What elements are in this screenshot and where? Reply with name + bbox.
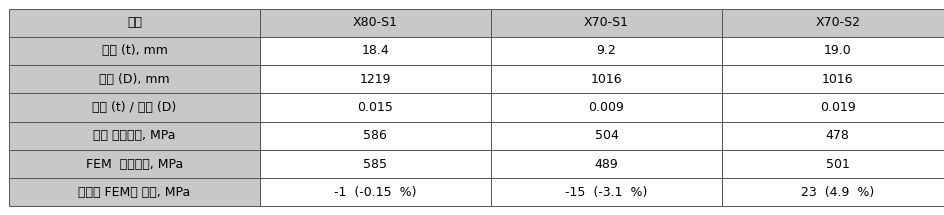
Bar bbox=[491, 93, 722, 122]
Text: -15  (-3.1  %): -15 (-3.1 %) bbox=[565, 186, 648, 199]
Bar bbox=[9, 93, 260, 122]
Bar bbox=[260, 150, 491, 178]
Bar bbox=[260, 122, 491, 150]
Text: 1219: 1219 bbox=[360, 73, 391, 86]
Text: FEM  항복응력, MPa: FEM 항복응력, MPa bbox=[86, 158, 183, 170]
Text: 18.4: 18.4 bbox=[362, 45, 389, 57]
Text: 0.009: 0.009 bbox=[588, 101, 625, 114]
Text: 478: 478 bbox=[826, 129, 850, 142]
Bar bbox=[260, 65, 491, 93]
Bar bbox=[491, 37, 722, 65]
Text: 489: 489 bbox=[595, 158, 618, 170]
Text: 501: 501 bbox=[826, 158, 850, 170]
Bar bbox=[260, 178, 491, 206]
Bar bbox=[9, 37, 260, 65]
Bar bbox=[260, 37, 491, 65]
Text: 0.015: 0.015 bbox=[357, 101, 394, 114]
Bar bbox=[491, 122, 722, 150]
Bar bbox=[722, 9, 944, 37]
Text: 실험과 FEM의 오차, MPa: 실험과 FEM의 오차, MPa bbox=[78, 186, 191, 199]
Bar bbox=[260, 93, 491, 122]
Text: 두께 (t), mm: 두께 (t), mm bbox=[102, 45, 167, 57]
Bar bbox=[722, 93, 944, 122]
Bar bbox=[722, 65, 944, 93]
Text: 585: 585 bbox=[363, 158, 387, 170]
Text: 1016: 1016 bbox=[822, 73, 853, 86]
Text: 1016: 1016 bbox=[591, 73, 622, 86]
Bar bbox=[9, 150, 260, 178]
Bar bbox=[491, 9, 722, 37]
Bar bbox=[9, 178, 260, 206]
Text: -1  (-0.15  %): -1 (-0.15 %) bbox=[334, 186, 416, 199]
Text: 19.0: 19.0 bbox=[824, 45, 851, 57]
Text: X70-S2: X70-S2 bbox=[816, 16, 860, 29]
Bar bbox=[9, 122, 260, 150]
Text: 실험 항복응력, MPa: 실험 항복응력, MPa bbox=[93, 129, 176, 142]
Text: X80-S1: X80-S1 bbox=[353, 16, 397, 29]
Text: 지름 (D), mm: 지름 (D), mm bbox=[99, 73, 170, 86]
Bar bbox=[491, 65, 722, 93]
Bar bbox=[9, 65, 260, 93]
Bar bbox=[260, 9, 491, 37]
Text: 구분: 구분 bbox=[127, 16, 142, 29]
Bar bbox=[722, 178, 944, 206]
Bar bbox=[722, 122, 944, 150]
Text: X70-S1: X70-S1 bbox=[584, 16, 629, 29]
Text: 23  (4.9  %): 23 (4.9 %) bbox=[801, 186, 874, 199]
Bar bbox=[9, 9, 260, 37]
Bar bbox=[722, 150, 944, 178]
Text: 504: 504 bbox=[595, 129, 618, 142]
Text: 9.2: 9.2 bbox=[597, 45, 616, 57]
Text: 0.019: 0.019 bbox=[820, 101, 855, 114]
Bar bbox=[491, 178, 722, 206]
Text: 두께 (t) / 지름 (D): 두께 (t) / 지름 (D) bbox=[93, 101, 177, 114]
Bar bbox=[491, 150, 722, 178]
Bar bbox=[722, 37, 944, 65]
Text: 586: 586 bbox=[363, 129, 387, 142]
